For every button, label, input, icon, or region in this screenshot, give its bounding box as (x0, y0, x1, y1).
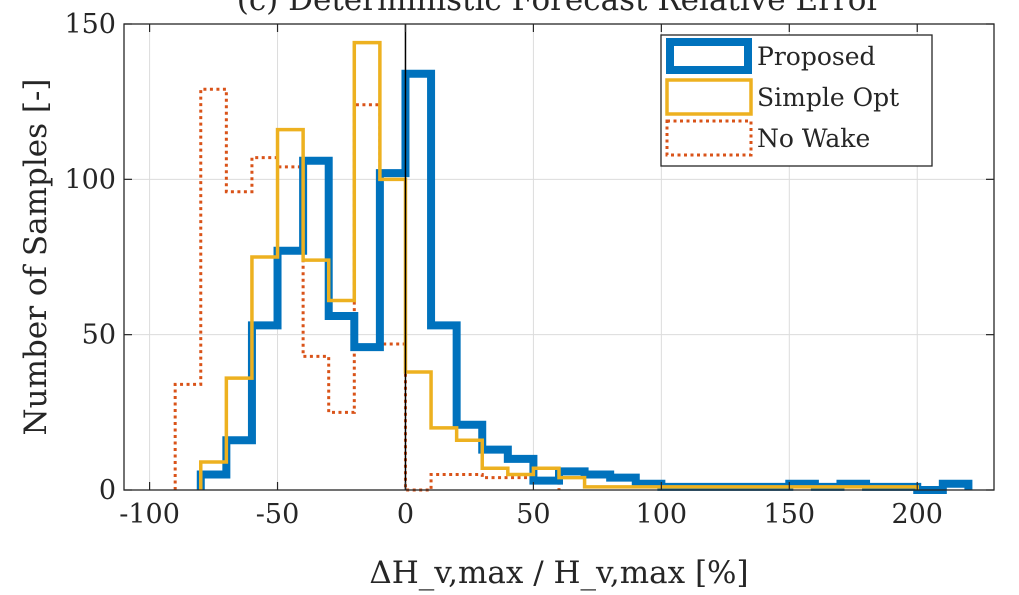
y-axis-label: Number of Samples [-] (18, 79, 54, 436)
histogram-bin (533, 468, 559, 490)
axis-ticks (124, 23, 994, 491)
y-tick-label: 50 (82, 320, 116, 351)
histogram-bin (201, 89, 227, 490)
x-tick-label: 50 (516, 499, 550, 530)
x-tick-label: 100 (636, 499, 688, 530)
series-layer (173, 40, 973, 494)
legend-swatch (665, 78, 753, 116)
legend-swatch (665, 119, 753, 157)
legend-box (660, 34, 933, 167)
histogram-bin (457, 440, 483, 490)
histogram-bin (329, 300, 355, 490)
histogram-bin (380, 179, 406, 490)
legend-swatch (666, 38, 752, 74)
histogram-bin (252, 257, 278, 490)
x-tick-label: 150 (764, 499, 816, 530)
x-axis-label: ΔH_v,max / H_v,max [%] (369, 555, 748, 591)
legend: Proposed Simple Opt No Wake (660, 34, 933, 167)
legend-label: No Wake (757, 124, 870, 153)
histogram-outline (196, 69, 973, 494)
histogram-bin (303, 260, 329, 490)
chart-title: (c) Deterministic Forecast Relative Erro… (237, 0, 882, 18)
histogram-bin (405, 372, 431, 490)
histogram-bin (559, 478, 585, 490)
plot-frame (123, 23, 995, 491)
histogram-bin (482, 468, 508, 490)
histogram-bin (431, 428, 457, 490)
x-tick-label: -100 (119, 499, 180, 530)
series-proposed (196, 69, 973, 494)
tick-labels: -100 -50 0 50 100 150 200 0 50 100 150 (64, 9, 943, 530)
x-tick-label: 0 (397, 499, 414, 530)
histogram-bin (226, 378, 252, 490)
legend-label: Proposed (757, 42, 876, 71)
y-tick-label: 100 (64, 164, 116, 195)
y-tick-label: 0 (99, 475, 116, 506)
x-tick-label: -50 (256, 499, 299, 530)
histogram-bin (943, 484, 969, 490)
y-tick-label: 150 (64, 9, 116, 40)
x-tick-label: 200 (891, 499, 943, 530)
series-simple-opt (199, 40, 919, 490)
legend-label: Simple Opt (757, 83, 899, 112)
histogram-bin (278, 130, 304, 490)
histogram-outline (199, 40, 919, 490)
histogram-bin (354, 43, 380, 490)
histogram-bin (508, 474, 534, 490)
histogram-bin (201, 462, 227, 490)
